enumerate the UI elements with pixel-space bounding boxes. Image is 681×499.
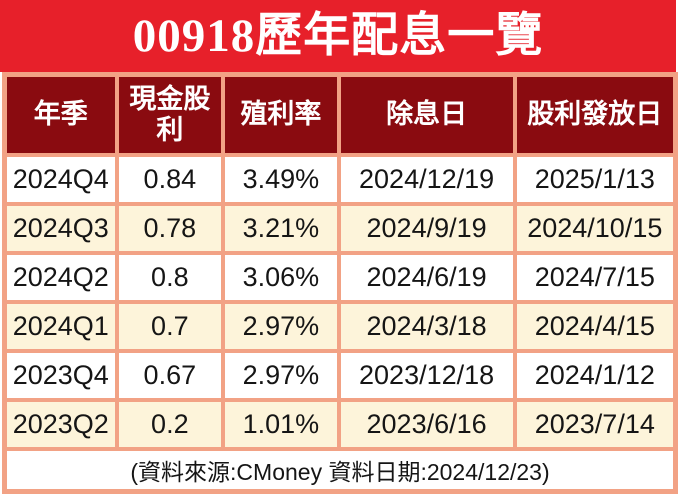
cell-year-quarter: 2024Q3 [7, 206, 115, 251]
cell-ex-dividend-date: 2023/12/18 [340, 353, 513, 398]
cell-payment-date: 2025/1/13 [516, 157, 673, 202]
cell-ex-dividend-date: 2024/9/19 [340, 206, 513, 251]
cell-payment-date: 2024/4/15 [516, 304, 673, 349]
cell-cash-dividend: 0.8 [118, 255, 222, 300]
cell-yield: 2.97% [225, 304, 337, 349]
cell-yield: 3.21% [225, 206, 337, 251]
header-cash-dividend: 現金股利 [118, 77, 222, 153]
cell-cash-dividend: 0.7 [118, 304, 222, 349]
cell-ex-dividend-date: 2024/3/18 [340, 304, 513, 349]
dividend-table: 年季 現金股利 殖利率 除息日 股利發放日 2024Q4 0.84 3.49% … [2, 72, 678, 494]
cell-payment-date: 2024/7/15 [516, 255, 673, 300]
header-payment-date: 股利發放日 [516, 77, 673, 153]
cell-year-quarter: 2024Q4 [7, 157, 115, 202]
cell-yield: 3.49% [225, 157, 337, 202]
cell-payment-date: 2024/10/15 [516, 206, 673, 251]
cell-cash-dividend: 0.2 [118, 402, 222, 447]
source-note: (資料來源:CMoney 資料日期:2024/12/23) [7, 451, 673, 489]
cell-yield: 1.01% [225, 402, 337, 447]
cell-payment-date: 2023/7/14 [516, 402, 673, 447]
cell-ex-dividend-date: 2024/12/19 [340, 157, 513, 202]
cell-ex-dividend-date: 2024/6/19 [340, 255, 513, 300]
cell-cash-dividend: 0.84 [118, 157, 222, 202]
cell-yield: 2.97% [225, 353, 337, 398]
cell-yield: 3.06% [225, 255, 337, 300]
cell-year-quarter: 2023Q2 [7, 402, 115, 447]
cell-ex-dividend-date: 2023/6/16 [340, 402, 513, 447]
title-banner: 00918歷年配息一覽 [0, 0, 676, 72]
cell-year-quarter: 2024Q2 [7, 255, 115, 300]
header-year-quarter: 年季 [7, 77, 115, 153]
header-ex-dividend-date: 除息日 [340, 77, 513, 153]
header-yield: 殖利率 [225, 77, 337, 153]
cell-cash-dividend: 0.78 [118, 206, 222, 251]
cell-year-quarter: 2023Q4 [7, 353, 115, 398]
cell-year-quarter: 2024Q1 [7, 304, 115, 349]
page-title: 00918歷年配息一覽 [132, 9, 544, 62]
cell-cash-dividend: 0.67 [118, 353, 222, 398]
cell-payment-date: 2024/1/12 [516, 353, 673, 398]
